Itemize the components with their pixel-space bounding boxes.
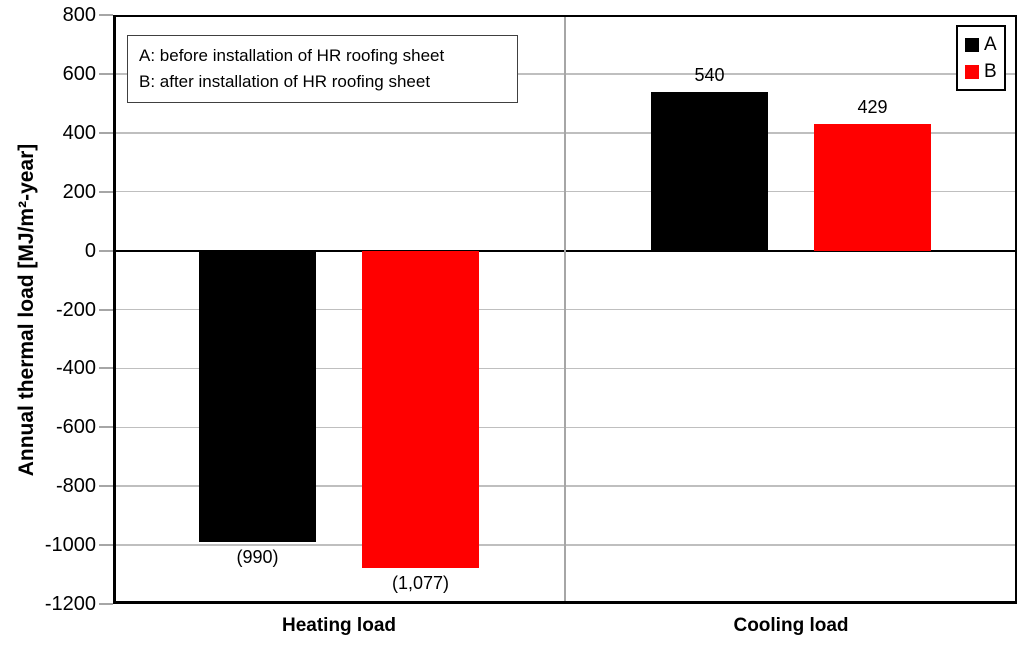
y-axis-line [113, 15, 116, 604]
legend-label: A [984, 34, 997, 55]
y-tick-mark [99, 603, 113, 605]
annotation-line-b: B: after installation of HR roofing shee… [139, 72, 431, 91]
plot-border-right [1015, 15, 1017, 604]
legend-label: B [984, 61, 997, 82]
y-tick-label: -600 [55, 416, 96, 439]
bar-value-label: 540 [694, 64, 725, 85]
y-tick-label: 0 [84, 239, 96, 262]
bar-series-a [199, 250, 316, 543]
plot-area: A: before installation of HR roofing she… [113, 15, 1017, 604]
y-tick-mark [99, 72, 113, 75]
category-label: Heating load [281, 615, 396, 636]
category-label: Cooling load [733, 615, 849, 636]
y-tick-mark [99, 426, 113, 429]
y-tick-label: -400 [55, 357, 96, 380]
plot-border-top [113, 15, 1017, 17]
legend-item: B [958, 62, 1004, 81]
bar-series-a [651, 91, 768, 251]
legend-swatch-a [965, 37, 979, 52]
bar-series-b [362, 250, 479, 568]
y-tick-mark [99, 544, 113, 547]
legend-item: A [958, 35, 1004, 54]
y-tick-label: 800 [62, 4, 96, 26]
bar-value-label: (1,077) [391, 572, 450, 593]
annotation-line-a: A: before installation of HR roofing she… [139, 46, 445, 65]
y-tick-mark [99, 485, 113, 488]
y-tick-label: -200 [55, 298, 96, 321]
y-tick-mark [99, 190, 113, 193]
y-tick-mark [99, 249, 113, 252]
y-tick-mark [99, 367, 113, 370]
y-tick-label: 200 [62, 180, 96, 203]
annotation-box: A: before installation of HR roofing she… [127, 35, 518, 103]
bar-value-label: (990) [236, 547, 279, 568]
y-tick-mark [99, 131, 113, 134]
y-tick-label: -800 [55, 475, 96, 498]
y-tick-label: -1200 [44, 593, 96, 615]
y-tick-label: -1000 [44, 534, 96, 557]
bar-series-b [814, 124, 931, 251]
y-tick-mark [99, 308, 113, 311]
y-tick-mark [99, 14, 113, 16]
bar-value-label: 429 [857, 97, 888, 118]
y-tick-label: 600 [62, 62, 96, 85]
legend-swatch-b [965, 64, 979, 79]
plot-border-bottom [113, 601, 1017, 604]
y-tick-label: 400 [62, 121, 96, 144]
category-separator-line [564, 15, 566, 604]
